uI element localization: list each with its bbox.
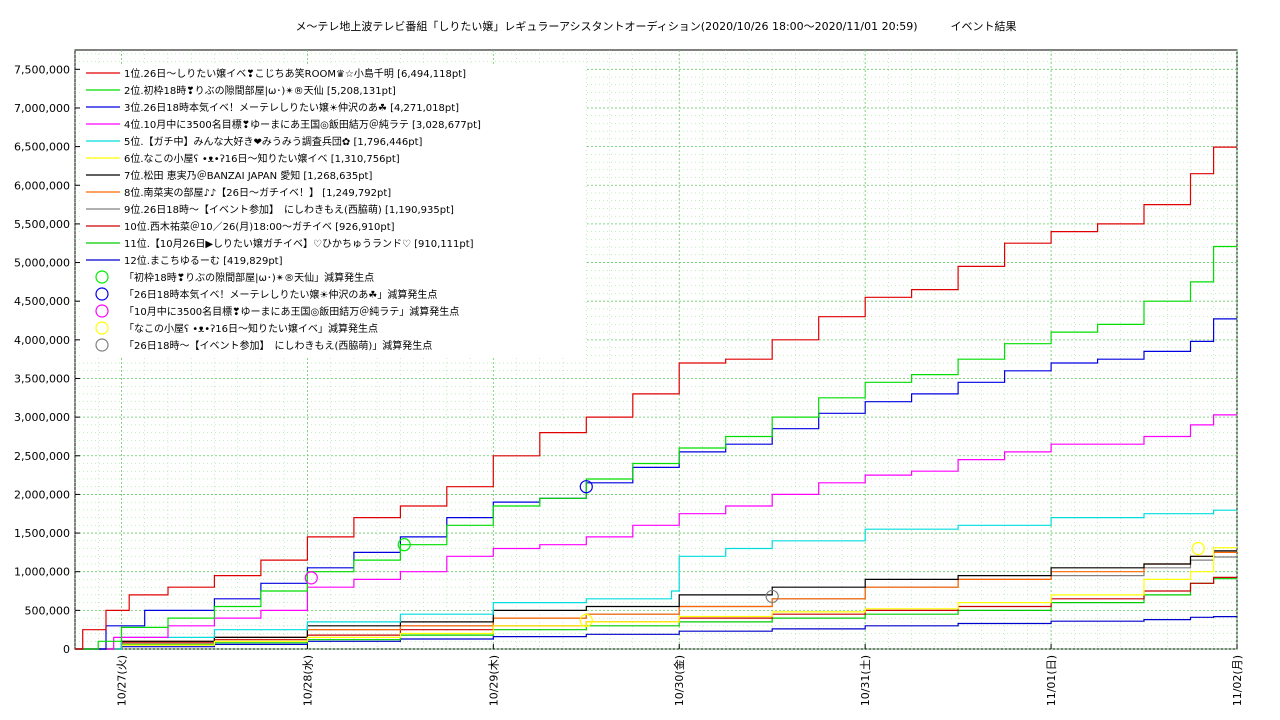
series-line: [75, 509, 1237, 650]
legend-label: 2位.初枠18時❣りぶの隙間部屋|ω･)✴®天仙 [5,208,131pt]: [124, 84, 396, 97]
series-line: [75, 146, 1237, 650]
legend-label: 「初枠18時❣りぶの隙間部屋|ω･)✴®天仙」減算発生点: [124, 271, 374, 284]
y-tick-label: 3,500,000: [14, 372, 70, 385]
x-tick-label: 10/27(火): [115, 655, 128, 706]
legend-label: 「26日18時〜【イベント参加】 にしわきもえ(西脇萌)」減算発生点: [124, 339, 432, 352]
legend: 1位.26日〜しりたい嬢イベ❣こじちあ笑ROOM♛☆小島千明 [6,494,11…: [80, 64, 585, 357]
legend-label: 3位.26日18時本気イベ！メーテレしりたい嬢☀仲沢のあ☘ [4,271,018…: [124, 101, 459, 114]
legend-label: 5位.【ガチ中】みんな大好き❤みうみう調査兵団✿ [1,796,446pt]: [124, 135, 423, 148]
legend-label: 4位.10月中に3500名目標❣ゆーまにあ王国◎飯田結万＠純ラテ [3,028,…: [124, 118, 481, 131]
y-tick-label: 2,000,000: [14, 488, 70, 501]
x-tick-label: 11/02(月): [1231, 655, 1244, 706]
y-tick-label: 5,000,000: [14, 257, 70, 270]
legend-marker: [95, 321, 109, 335]
marker-circle: [397, 538, 411, 552]
y-tick-label: 2,500,000: [14, 450, 70, 463]
y-tick-label: 5,500,000: [14, 218, 70, 231]
legend-marker: [95, 270, 109, 284]
legend-label: 8位.南菜実の部屋♪♪【26日〜ガチイベ！】 [1,249,792pt]: [124, 186, 391, 199]
series-line: [75, 547, 1237, 650]
legend-label: 10位.西木祐菜＠10／26(月)18:00〜ガチイベ [926,910pt]: [124, 220, 395, 233]
marker-circle: [579, 613, 593, 628]
y-tick-label: 1,000,000: [14, 566, 70, 579]
legend-marker: [95, 338, 109, 352]
legend-marker: [95, 304, 109, 318]
y-tick-label: 7,000,000: [14, 102, 70, 115]
x-axis: 10/27(火) 10/28(水) 10/29(木) 10/30(金) 10/31(土)…: [115, 644, 1244, 706]
legend-label: 1位.26日〜しりたい嬢イベ❣こじちあ笑ROOM♛☆小島千明 [6,494,11…: [124, 67, 466, 80]
y-tick-label: 1,500,000: [14, 527, 70, 540]
y-tick-label: 7,500,000: [14, 63, 70, 76]
y-tick-label: 3,000,000: [14, 411, 70, 424]
marker-circle: [304, 571, 318, 585]
y-tick-label: 500,000: [25, 604, 71, 617]
y-tick-label: 6,000,000: [14, 179, 70, 192]
marker-circle: [765, 589, 779, 604]
x-tick-label: 11/01(日): [1045, 655, 1058, 706]
series-line: [75, 414, 1237, 650]
series-lines: [75, 146, 1237, 650]
grid: [74, 50, 1238, 650]
legend-label: 12位.まこちゆるーむ [419,829pt]: [124, 254, 283, 267]
legend-label: 9位.26日18時〜【イベント参加】 にしわきもえ(西脇萌) [1,190,93…: [124, 203, 454, 216]
legend-marker: [95, 287, 109, 301]
marker-points: [304, 480, 1205, 628]
y-tick-label: 6,500,000: [14, 141, 70, 154]
legend-label: 「なこの小屋ʕ •ᴥ•ʔ16日〜知りたい嬢イベ」減算発生点: [124, 322, 378, 335]
series-line: [75, 616, 1237, 650]
series-line: [75, 550, 1237, 650]
series-line: [75, 578, 1237, 650]
marker-circle: [1191, 541, 1205, 556]
legend-box: [80, 64, 585, 357]
legend-label: 11位.【10月26日▶しりたい嬢ガチイベ】♡ひかちゅうランド♡ [910,11…: [124, 237, 474, 250]
x-tick-label: 10/29(木): [487, 655, 500, 706]
legend-label: 7位.松田 恵実乃＠BANZAI JAPAN 愛知 [1,268,635pt]: [124, 169, 372, 182]
series-line: [75, 245, 1237, 650]
y-tick-label: 0: [63, 643, 70, 656]
marker-circle: [579, 480, 593, 494]
x-tick-label: 10/31(土): [859, 655, 872, 706]
y-tick-label: 4,000,000: [14, 334, 70, 347]
chart-title: メ〜テレ地上波テレビ番組「しりたい嬢」レギュラーアシスタントオーディション(20…: [295, 19, 1016, 33]
legend-label: 「26日18時本気イベ！メーテレしりたい嬢☀仲沢のあ☘」減算発生点: [124, 288, 437, 301]
x-tick-label: 10/28(水): [301, 655, 314, 706]
y-tick-label: 4,500,000: [14, 295, 70, 308]
x-tick-label: 10/30(金): [672, 655, 686, 706]
legend-label: 「10月中に3500名目標❣ゆーまにあ王国◎飯田結万＠純ラテ」減算発生点: [124, 305, 459, 318]
legend-label: 6位.なこの小屋ʕ •ᴥ•ʔ16日〜知りたい嬢イベ [1,310,756pt]: [124, 152, 400, 165]
y-axis: 0 500,000 1,000,000 1,500,000 2,000,000 2,500…: [14, 63, 80, 656]
series-line: [75, 576, 1237, 650]
